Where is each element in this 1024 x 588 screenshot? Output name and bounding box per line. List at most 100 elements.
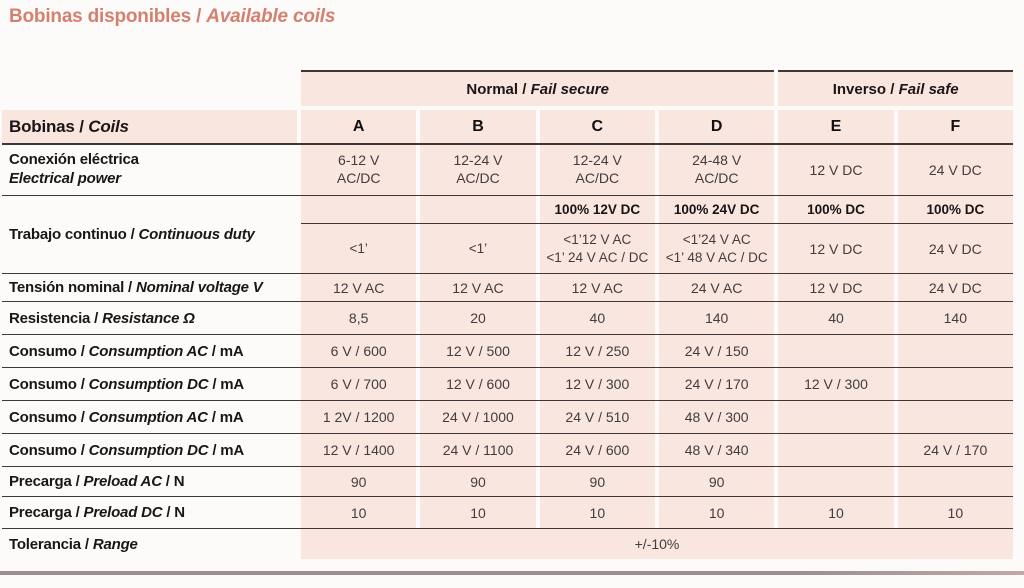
row-label-unit: mA <box>219 408 244 426</box>
label-separator: / <box>76 408 89 426</box>
cell-trabajo1-d: 100% 24V DC <box>659 196 775 223</box>
corner-label-en: Coils <box>88 116 129 136</box>
cell-consumo-ac1-c: 12 V / 250 <box>539 335 655 367</box>
cell-precarga-dc-e: 10 <box>778 497 894 528</box>
cell-precarga-ac-a: 90 <box>301 467 417 496</box>
cell-precarga-dc-b: 10 <box>420 497 536 528</box>
cell-consumo-dc2-c: 24 V / 600 <box>539 434 655 466</box>
cell-consumo-ac2-c: 24 V / 510 <box>539 401 655 433</box>
row-consumo-ac-1: Consumo / Consumption AC / mA 6 V / 600 … <box>2 335 1013 368</box>
label-separator: / <box>124 279 136 296</box>
cell-consumo-ac2-a: 1 2V / 1200 <box>301 401 417 433</box>
cell-conexion-f: 24 V DC <box>897 145 1013 195</box>
row-label-es: Consumo <box>9 441 77 459</box>
cell-trabajo1-a <box>301 196 417 223</box>
title-separator: / <box>191 6 207 27</box>
label-separator: / <box>71 473 84 490</box>
row-label-conexion-electrica: Conexión eléctrica Electrical power <box>2 145 297 195</box>
trabajo-subrow-continuous: 100% 12V DC 100% 24V DC 100% DC 100% DC <box>301 196 1013 224</box>
row-label-en: Consumption AC <box>88 408 208 426</box>
row-label-es: Precarga <box>9 504 72 521</box>
cell-consumo-dc1-b: 12 V / 600 <box>420 368 536 400</box>
label-separator: / <box>126 226 139 243</box>
row-label-es: Tolerancia <box>9 535 81 553</box>
cell-tension-f: 24 V DC <box>897 274 1013 301</box>
row-label-es: Tensión nominal <box>9 279 125 296</box>
row-label-en: Preload AC <box>83 473 162 490</box>
row-trabajo-continuo: Trabajo continuo / Continuous duty 100% … <box>2 196 1013 274</box>
row-label-consumo-ac-2: Consumo / Consumption AC / mA <box>2 401 297 433</box>
label-separator: / <box>76 441 89 459</box>
row-label-en: Preload DC <box>83 504 163 521</box>
corner-header-bobinas-coils: Bobinas / Coils <box>2 110 297 143</box>
row-conexion-electrica: Conexión eléctrica Electrical power 6-12… <box>2 145 1013 196</box>
row-label-trabajo-continuo: Trabajo continuo / Continuous duty <box>2 196 297 273</box>
row-label-en: Consumption AC <box>88 342 208 360</box>
row-precarga-dc: Precarga / Preload DC / N 10 10 10 10 10… <box>2 497 1013 529</box>
row-label-unit: mA <box>220 441 245 459</box>
column-header-d: D <box>659 110 775 143</box>
column-header-f: F <box>897 110 1013 143</box>
cell-tension-b: 12 V AC <box>420 274 536 301</box>
cell-consumo-dc1-d: 24 V / 170 <box>659 368 775 400</box>
group-header-spacer <box>2 70 297 106</box>
cell-precarga-ac-b: 90 <box>420 467 536 496</box>
label-separator: / <box>80 535 93 553</box>
row-label-unit: mA <box>219 342 244 360</box>
cell-consumo-ac1-f <box>897 335 1013 367</box>
row-label-es: Consumo <box>9 375 77 393</box>
row-label-en: Consumption DC <box>88 441 209 459</box>
trabajo-subrows: 100% 12V DC 100% 24V DC 100% DC 100% DC … <box>301 196 1013 273</box>
corner-label-es: Bobinas <box>9 116 75 136</box>
cell-trabajo2-e: 12 V DC <box>778 224 894 273</box>
cell-trabajo2-f: 24 V DC <box>897 224 1013 273</box>
row-label-en: Range <box>92 535 138 553</box>
cell-precarga-dc-f: 10 <box>897 497 1013 528</box>
label-separator: / <box>207 408 220 426</box>
label-separator: / <box>90 309 103 327</box>
cell-precarga-ac-e <box>778 467 894 496</box>
row-label-en: Resistance Ω <box>102 309 195 327</box>
cell-precarga-dc-a: 10 <box>301 497 417 528</box>
cell-consumo-dc1-e: 12 V / 300 <box>778 368 894 400</box>
cell-consumo-dc1-a: 6 V / 700 <box>301 368 417 400</box>
row-label-en: Nominal voltage V <box>135 279 263 296</box>
row-consumo-ac-2: Consumo / Consumption AC / mA 1 2V / 120… <box>2 401 1013 434</box>
cell-trabajo1-b <box>420 196 536 223</box>
page-title: Bobinas disponibles / Available coils <box>9 6 335 28</box>
label-separator: / <box>207 342 220 360</box>
group-header-row: Normal / Fail secure Inverso / Fail safe <box>2 70 1013 106</box>
cell-consumo-ac1-e <box>778 335 894 367</box>
row-resistencia: Resistencia / Resistance Ω 8,5 20 40 140… <box>2 302 1013 335</box>
cell-precarga-ac-d: 90 <box>659 467 775 496</box>
column-header-c: C <box>539 110 655 143</box>
row-tension-nominal: Tensión nominal / Nominal voltage V 12 V… <box>2 274 1013 302</box>
cell-tolerancia-all: +/-10% <box>301 529 1013 559</box>
row-consumo-dc-2: Consumo / Consumption DC / mA 12 V / 140… <box>2 434 1013 467</box>
cell-resistencia-e: 40 <box>778 302 894 334</box>
cell-consumo-ac2-d: 48 V / 300 <box>659 401 775 433</box>
cell-consumo-ac2-e <box>778 401 894 433</box>
cell-consumo-dc2-d: 48 V / 340 <box>659 434 775 466</box>
trabajo-subrow-limited: <1’ <1’ <1’12 V AC <1’ 24 V AC / DC <1’2… <box>301 224 1013 273</box>
cell-trabajo1-f: 100% DC <box>897 196 1013 223</box>
row-label-tension-nominal: Tensión nominal / Nominal voltage V <box>2 274 297 301</box>
label-separator: / <box>208 375 221 393</box>
row-label-en: Electrical power <box>9 170 121 187</box>
cell-consumo-dc1-c: 12 V / 300 <box>539 368 655 400</box>
cell-trabajo2-c: <1’12 V AC <1’ 24 V AC / DC <box>539 224 655 273</box>
row-label-es: Consumo <box>9 408 77 426</box>
cell-consumo-ac1-b: 12 V / 500 <box>420 335 536 367</box>
label-separator: / <box>518 80 531 98</box>
row-label-precarga-ac: Precarga / Preload AC / N <box>2 467 297 496</box>
cell-consumo-ac2-f <box>897 401 1013 433</box>
cell-trabajo2-d: <1’24 V AC <1’ 48 V AC / DC <box>659 224 775 273</box>
row-label-consumo-dc-2: Consumo / Consumption DC / mA <box>2 434 297 466</box>
row-label-es: Trabajo continuo <box>9 226 127 243</box>
cell-conexion-d: 24-48 V AC/DC <box>659 145 775 195</box>
cell-consumo-ac2-b: 24 V / 1000 <box>420 401 536 433</box>
cell-trabajo1-c: 100% 12V DC <box>539 196 655 223</box>
cell-precarga-dc-d: 10 <box>659 497 775 528</box>
cell-conexion-b: 12-24 V AC/DC <box>420 145 536 195</box>
row-label-es: Resistencia <box>9 309 91 327</box>
